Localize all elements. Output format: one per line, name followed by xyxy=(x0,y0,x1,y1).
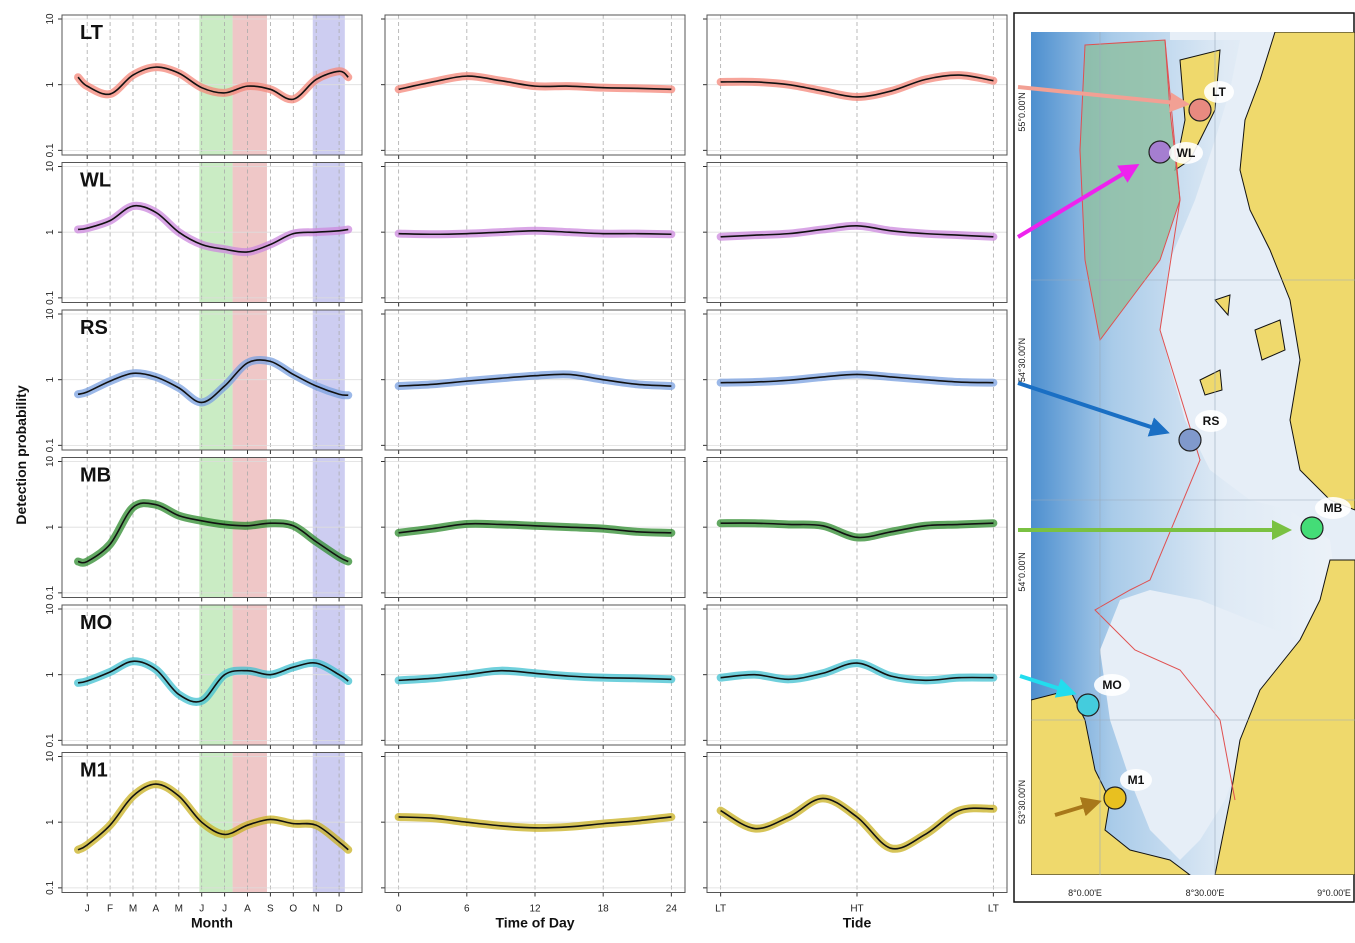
panel xyxy=(703,458,1007,602)
y-tick-label: 10 xyxy=(45,455,56,467)
station-label: WL xyxy=(1177,146,1196,160)
panel: 0.1 1 10 LT xyxy=(45,13,362,159)
x-tick-label: J xyxy=(222,904,227,915)
y-tick-label: 1 xyxy=(45,671,56,677)
panel: J F M A M J J A S O N D 0.1 1 10 M1 Month xyxy=(45,750,362,930)
station xyxy=(1077,694,1099,716)
lon-label: 8°30.00'E xyxy=(1186,888,1225,898)
panel: 0.1 1 10 MO xyxy=(45,603,362,749)
y-tick-label: 0.1 xyxy=(45,438,56,452)
panel xyxy=(381,163,685,307)
panel xyxy=(703,163,1007,307)
x-tick-label: A xyxy=(153,904,160,915)
x-tick-label: S xyxy=(267,904,274,915)
lon-label: 9°0.00'E xyxy=(1317,888,1351,898)
lat-label: 54°0.00'N xyxy=(1017,552,1027,591)
station-label: RS xyxy=(1203,414,1220,428)
station xyxy=(1179,429,1201,451)
station-label: LT xyxy=(1212,85,1226,99)
x-axis-title: Time of Day xyxy=(495,915,574,931)
y-tick-label: 10 xyxy=(45,750,56,762)
y-tick-label: 0.1 xyxy=(45,143,56,157)
station-label: M1 xyxy=(1128,773,1145,787)
station xyxy=(1301,517,1323,539)
x-tick-label: O xyxy=(289,904,297,915)
panel xyxy=(703,15,1007,159)
station-label: MB xyxy=(1324,501,1343,515)
y-tick-label: 1 xyxy=(45,376,56,382)
y-tick-label: 10 xyxy=(45,308,56,320)
x-tick-label: M xyxy=(175,904,183,915)
y-tick-label: 0.1 xyxy=(45,880,56,894)
x-tick-label: D xyxy=(335,904,342,915)
station xyxy=(1149,141,1171,163)
panel: 0.1 1 10 WL xyxy=(45,160,362,306)
y-tick-label: 1 xyxy=(45,819,56,825)
x-axis-title: Tide xyxy=(843,915,872,931)
x-tick-label: N xyxy=(313,904,320,915)
panel xyxy=(703,605,1007,749)
y-tick-label: 10 xyxy=(45,13,56,25)
x-tick-label: F xyxy=(107,904,113,915)
y-axis-title: Detection probability xyxy=(13,385,29,524)
panel xyxy=(703,310,1007,454)
x-tick-label: 12 xyxy=(529,904,541,915)
lon-label: 8°0.00'E xyxy=(1068,888,1102,898)
x-tick-label: A xyxy=(244,904,251,915)
panel: 0 6 12 18 24 Time of Day xyxy=(381,753,685,931)
lat-label: 53°30.00'N xyxy=(1017,780,1027,824)
x-tick-label: 0 xyxy=(396,904,402,915)
x-tick-label: J xyxy=(85,904,90,915)
lat-label: 54°30.00'N xyxy=(1017,338,1027,382)
panel xyxy=(381,310,685,454)
station xyxy=(1104,787,1126,809)
panel-title: LT xyxy=(80,22,103,44)
panel: 0.1 1 10 RS xyxy=(45,308,362,454)
y-tick-label: 10 xyxy=(45,160,56,172)
y-tick-label: 0.1 xyxy=(45,733,56,747)
station-label: MO xyxy=(1102,678,1121,692)
y-tick-label: 1 xyxy=(45,524,56,530)
panel-title: M1 xyxy=(80,760,108,782)
y-tick-label: 10 xyxy=(45,603,56,615)
y-tick-label: 0.1 xyxy=(45,290,56,304)
x-axis-title: Month xyxy=(191,915,233,931)
x-tick-label: 24 xyxy=(666,904,678,915)
x-tick-label: LT xyxy=(715,904,726,915)
panel-title: WL xyxy=(80,170,111,192)
x-tick-label: M xyxy=(129,904,137,915)
x-tick-label: J xyxy=(199,904,204,915)
x-tick-label: 6 xyxy=(464,904,470,915)
figure: LT WL RS MB MO M1 55°0.00'N 54°30.00'N 5… xyxy=(0,0,1355,943)
lat-label: 55°0.00'N xyxy=(1017,92,1027,131)
x-tick-label: 18 xyxy=(598,904,610,915)
panel xyxy=(381,15,685,159)
panel xyxy=(381,605,685,749)
panel-title: RS xyxy=(80,317,108,339)
station xyxy=(1189,99,1211,121)
panel-title: MB xyxy=(80,465,111,487)
x-tick-label: LT xyxy=(988,904,999,915)
map: LT WL RS MB MO M1 55°0.00'N 54°30.00'N 5… xyxy=(1014,13,1355,902)
y-tick-label: 1 xyxy=(45,81,56,87)
y-tick-label: 0.1 xyxy=(45,585,56,599)
y-tick-label: 1 xyxy=(45,229,56,235)
panel: LT HT LT Tide xyxy=(703,753,1007,931)
panel xyxy=(381,458,685,602)
panel-title: MO xyxy=(80,612,112,634)
x-tick-label: HT xyxy=(850,904,863,915)
panel: 0.1 1 10 MB xyxy=(45,455,362,601)
